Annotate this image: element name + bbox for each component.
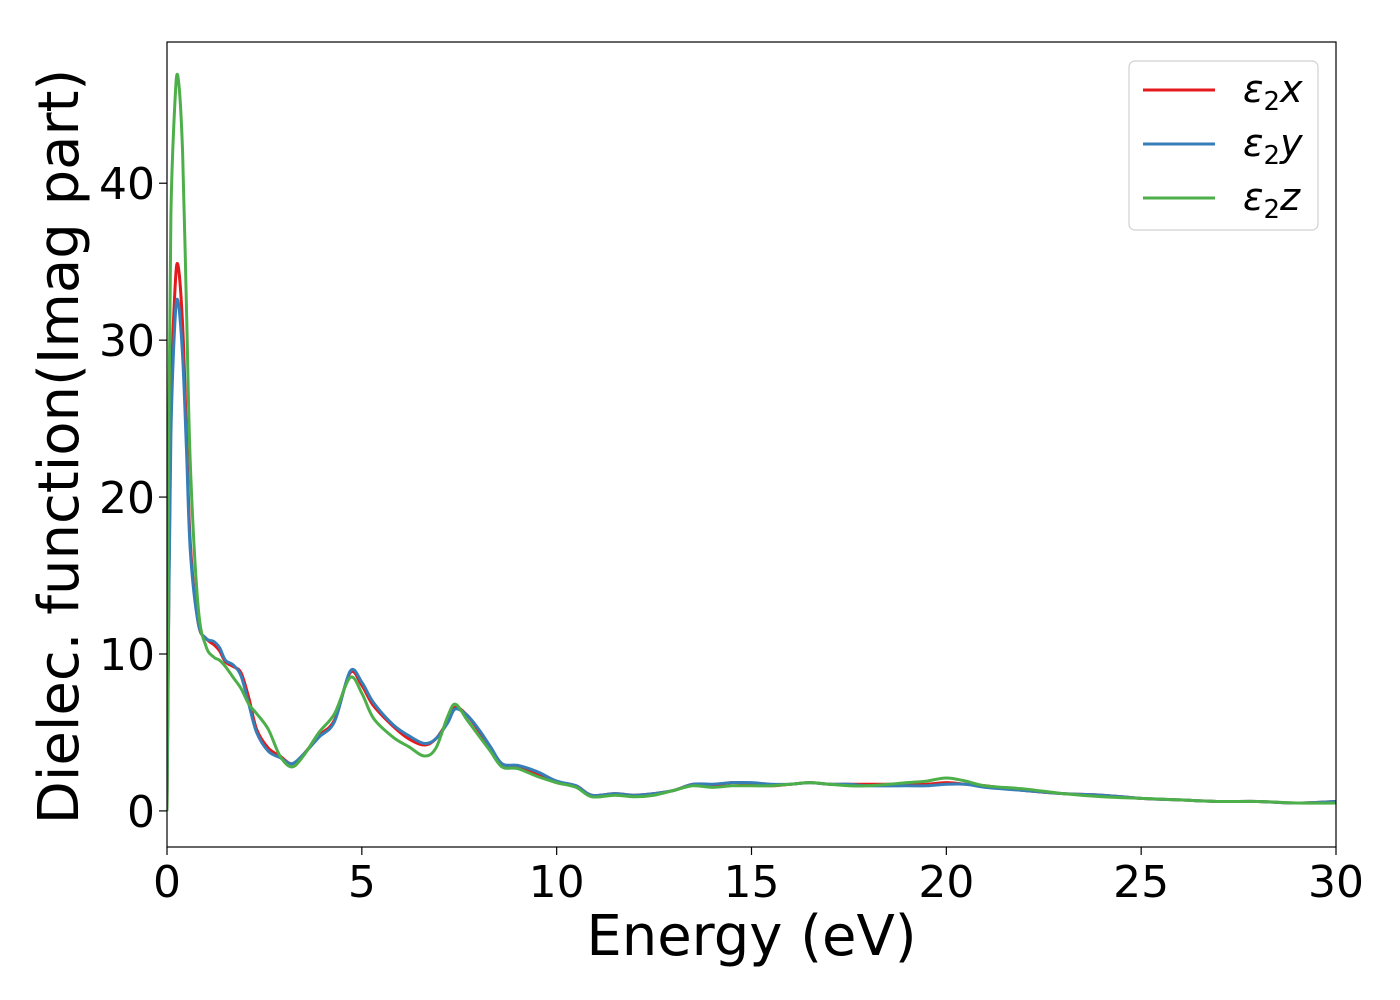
x-tick-label: 25 xyxy=(1113,857,1169,908)
x-axis-label: Energy (eV) xyxy=(586,904,916,969)
x-tick-label: 30 xyxy=(1308,857,1364,908)
x-tick-label: 5 xyxy=(348,857,376,908)
y-tick-label: 0 xyxy=(127,787,155,838)
y-axis-label: Dielec. function(Imag part) xyxy=(27,69,92,825)
y-tick-label: 10 xyxy=(99,630,155,681)
legend-label-z: ε2z xyxy=(1243,175,1301,225)
series-line-y xyxy=(167,297,1336,811)
x-tick-label: 20 xyxy=(918,857,974,908)
y-tick-label: 30 xyxy=(99,316,155,367)
x-tick-label: 10 xyxy=(529,857,585,908)
y-axis: 0 10 20 30 40 xyxy=(99,159,167,838)
y-tick-label: 40 xyxy=(99,159,155,210)
series-layer xyxy=(167,72,1336,811)
legend-label-x: ε2x xyxy=(1243,67,1303,117)
x-tick-label: 0 xyxy=(153,857,181,908)
y-tick-label: 20 xyxy=(99,473,155,524)
legend-box xyxy=(1128,60,1319,231)
x-axis: 0 5 10 15 20 25 30 xyxy=(153,847,1364,908)
series-line-z xyxy=(167,72,1336,811)
series-line-x xyxy=(167,262,1336,811)
legend-label-y: ε2y xyxy=(1243,121,1303,171)
x-tick-label: 15 xyxy=(724,857,780,908)
